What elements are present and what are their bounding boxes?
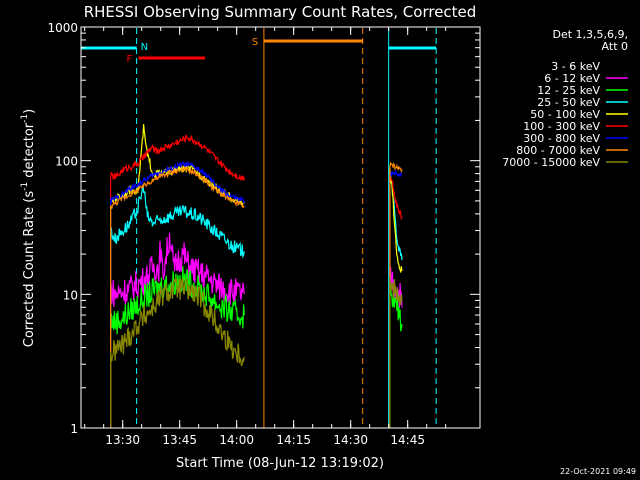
chart-title: RHESSI Observing Summary Count Rates, Co… <box>84 3 477 21</box>
y-axis-label-text: Corrected Count Rate (s-1 detector-1) <box>20 109 37 347</box>
x-tick-label: 13:45 <box>162 433 197 447</box>
legend-label: 100 - 300 keV <box>523 120 600 133</box>
series-line <box>109 184 245 428</box>
legend-title-line: Att 0 <box>602 40 628 53</box>
x-tick-label: 14:15 <box>276 433 311 447</box>
legend-label: 7000 - 15000 keV <box>502 156 600 169</box>
legend-title-line: Det 1,3,5,6,9, <box>552 28 628 41</box>
series-line <box>389 168 403 428</box>
legend-label: 300 - 800 keV <box>523 132 600 145</box>
series-7 <box>109 161 403 428</box>
legend-label: 800 - 7000 keV <box>516 144 600 157</box>
flag-label-s: S <box>252 37 258 48</box>
plot-frame <box>80 26 481 429</box>
series-line <box>109 160 245 428</box>
x-tick-label: 14:00 <box>219 433 254 447</box>
flag-label-n: N <box>141 42 148 53</box>
series-line <box>389 174 403 428</box>
series-line <box>389 277 403 428</box>
series-6 <box>109 160 403 428</box>
y-tick-label: 1000 <box>47 21 78 35</box>
timestamp: 22-Oct-2021 09:49 <box>560 467 636 476</box>
x-tick-label: 13:30 <box>105 433 140 447</box>
series-line <box>389 280 403 428</box>
series-line <box>109 134 245 428</box>
series-5 <box>109 134 403 428</box>
series-line <box>109 165 245 428</box>
series-line <box>109 277 245 428</box>
legend-label: 12 - 25 keV <box>537 84 600 97</box>
plot-area: NF S 1 10 100 1000 13:30 13:45 14:00 14:15 14:30 14… <box>47 21 481 447</box>
legend-label: 3 - 6 keV <box>551 60 600 73</box>
y-tick-label: 10 <box>63 288 78 302</box>
x-tick-label: 14:45 <box>390 433 425 447</box>
series-line <box>109 232 245 428</box>
y-axis-label: Corrected Count Rate (s-1 detector-1) <box>20 109 37 347</box>
series-line <box>389 161 403 428</box>
y-tick-label: 1 <box>70 422 78 436</box>
series-8 <box>109 277 403 428</box>
legend-label: 50 - 100 keV <box>530 108 600 121</box>
y-tick-label: 100 <box>55 155 78 169</box>
series-line <box>389 169 403 428</box>
x-axis-label: Start Time (08-Jun-12 13:19:02) <box>176 456 384 471</box>
x-tick-label: 14:30 <box>333 433 368 447</box>
legend-label: 25 - 50 keV <box>537 96 600 109</box>
legend-label: 6 - 12 keV <box>544 72 600 85</box>
flag-label-f: F <box>127 54 133 65</box>
